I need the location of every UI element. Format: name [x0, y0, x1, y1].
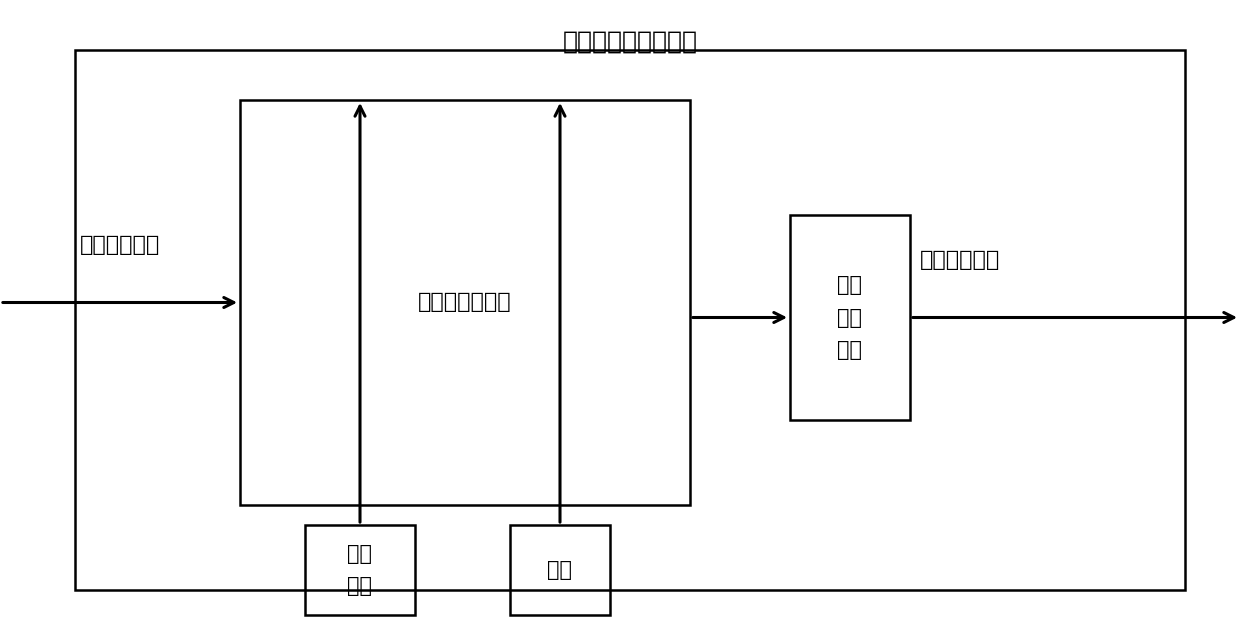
Bar: [74, 50, 1185, 590]
Text: 供电
电路: 供电 电路: [347, 544, 372, 597]
Text: 晶振: 晶振: [548, 560, 573, 580]
Text: 故障信号输出: 故障信号输出: [920, 250, 1001, 270]
Bar: [305, 525, 415, 615]
Text: 可编程逻辑器件电路: 可编程逻辑器件电路: [563, 30, 697, 54]
Text: 可编程逻辑器件: 可编程逻辑器件: [418, 292, 512, 313]
Bar: [241, 100, 689, 505]
Bar: [790, 215, 910, 420]
Bar: [510, 525, 610, 615]
Text: 故障
锁存
电路: 故障 锁存 电路: [837, 275, 863, 360]
Text: 驱动反馈信号: 驱动反馈信号: [81, 235, 160, 255]
